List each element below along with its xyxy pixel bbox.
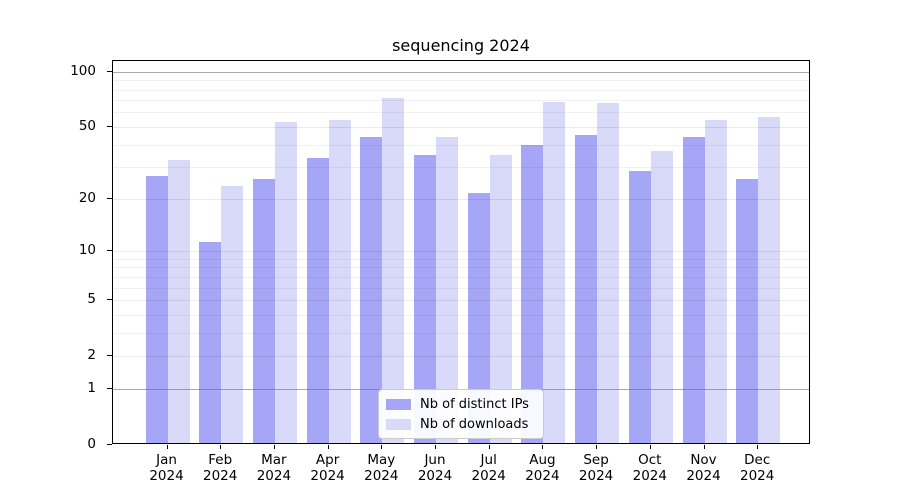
legend-swatch-downloads — [386, 418, 411, 430]
y-tick-label-0: 0 — [87, 436, 96, 452]
bar-distinct-ips-mar — [252, 179, 275, 443]
x-tick-mark-dec — [757, 445, 759, 449]
bar-distinct-ips-nov — [682, 136, 705, 443]
bar-downloads-may — [382, 98, 405, 443]
x-tick-mark-apr — [327, 445, 329, 449]
y-tick-label-20: 20 — [78, 189, 96, 206]
x-axis: Jan 2024 Feb 2024 Mar 2024 Apr 2024 May 2024 Jun 20… — [0, 444, 900, 500]
x-tick-label-jun: Jun 2024 — [417, 452, 453, 484]
x-tick-mark-mar — [273, 445, 275, 449]
legend: Nb of distinct IPs Nb of downloads — [378, 389, 544, 439]
plot-area — [112, 60, 810, 444]
y-tick-mark-2 — [107, 355, 112, 357]
x-tick-label-aug: Aug 2024 — [525, 452, 560, 484]
x-tick-mark-oct — [649, 445, 651, 449]
bar-downloads-jan — [167, 160, 190, 443]
y-axis: 0 1 2 5 10 20 50 100 — [0, 0, 112, 500]
bar-distinct-ips-may — [360, 136, 383, 443]
x-tick-label-jul: Jul 2024 — [471, 452, 506, 484]
legend-swatch-distinct-ips — [386, 398, 411, 410]
x-tick-mark-jan — [166, 445, 168, 449]
bar-downloads-apr — [328, 120, 351, 443]
bar-downloads-feb — [221, 185, 244, 443]
legend-label-distinct-ips: Nb of distinct IPs — [420, 396, 529, 412]
bar-downloads-oct — [650, 150, 673, 443]
y-tick-mark-0 — [107, 444, 112, 445]
bar-downloads-sep — [597, 102, 620, 443]
bar-distinct-ips-feb — [199, 242, 222, 443]
x-tick-mark-feb — [220, 445, 222, 449]
y-tick-mark-50 — [107, 125, 112, 127]
x-tick-mark-aug — [542, 445, 544, 449]
bar-downloads-jul — [489, 155, 512, 443]
x-tick-label-feb: Feb 2024 — [203, 452, 238, 484]
x-tick-label-jan: Jan 2024 — [149, 452, 184, 484]
bar-distinct-ips-oct — [628, 170, 651, 443]
bar-distinct-ips-jan — [145, 176, 168, 443]
bar-distinct-ips-sep — [575, 135, 598, 443]
y-tick-mark-10 — [107, 250, 112, 251]
legend-label-downloads: Nb of downloads — [420, 416, 529, 432]
bar-distinct-ips-apr — [306, 157, 329, 443]
x-tick-mark-sep — [596, 445, 598, 449]
x-tick-mark-jun — [435, 445, 436, 449]
bar-downloads-mar — [274, 121, 297, 443]
y-tick-label-1: 1 — [87, 379, 96, 396]
y-tick-label-100: 100 — [70, 62, 96, 79]
x-tick-label-mar: Mar 2024 — [256, 452, 292, 484]
y-tick-label-10: 10 — [78, 242, 96, 258]
bars-layer — [113, 61, 809, 443]
bar-distinct-ips-aug — [521, 144, 544, 443]
bar-distinct-ips-jun — [414, 155, 436, 443]
x-tick-mark-may — [381, 445, 383, 449]
bar-distinct-ips-jul — [467, 192, 490, 443]
y-tick-mark-5 — [107, 299, 112, 300]
legend-row-0: Nb of distinct IPs — [386, 396, 534, 412]
bar-downloads-dec — [758, 117, 781, 443]
x-tick-mark-nov — [703, 445, 705, 449]
bar-distinct-ips-dec — [736, 179, 759, 443]
bar-downloads-nov — [704, 120, 727, 443]
x-tick-label-sep: Sep 2024 — [578, 452, 614, 484]
y-tick-label-5: 5 — [87, 291, 96, 307]
x-tick-label-nov: Nov 2024 — [686, 452, 721, 484]
y-tick-mark-1 — [107, 387, 112, 389]
y-tick-mark-20 — [107, 197, 112, 199]
y-tick-label-50: 50 — [78, 117, 96, 134]
y-tick-label-2: 2 — [87, 347, 96, 364]
y-tick-mark-100 — [107, 70, 112, 72]
bar-downloads-jun — [436, 136, 458, 443]
bar-downloads-aug — [543, 101, 566, 443]
legend-row-1: Nb of downloads — [386, 416, 534, 432]
chart-title: sequencing 2024 — [392, 36, 530, 55]
x-tick-label-dec: Dec 2024 — [740, 452, 775, 484]
x-tick-label-apr: Apr 2024 — [310, 452, 345, 484]
x-tick-mark-jul — [488, 445, 490, 449]
x-tick-label-oct: Oct 2024 — [632, 452, 667, 484]
x-tick-label-may: May 2024 — [364, 452, 399, 484]
